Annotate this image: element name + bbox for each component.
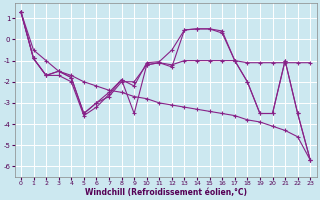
X-axis label: Windchill (Refroidissement éolien,°C): Windchill (Refroidissement éolien,°C) xyxy=(84,188,247,197)
